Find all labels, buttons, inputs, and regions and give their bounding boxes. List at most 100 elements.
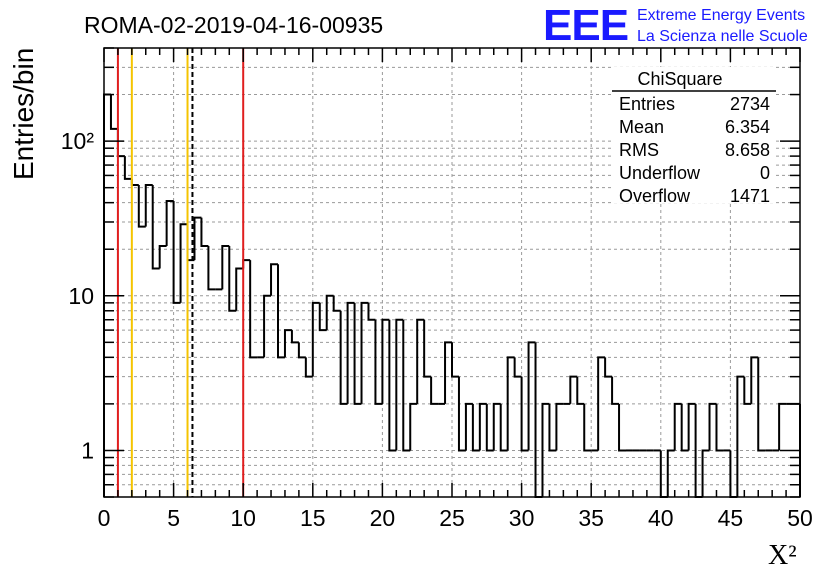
tick-labels: 0 5 10 15 20 25 30 35 40 45 50 1 10 10² xyxy=(61,128,813,531)
histogram-bin xyxy=(423,319,432,378)
threshold-lines xyxy=(116,48,245,497)
x-tick-label: 20 xyxy=(370,505,396,531)
histogram-bin xyxy=(673,402,682,451)
stats-underflow-value: 0 xyxy=(760,163,770,183)
histogram-bin xyxy=(750,356,759,404)
stats-title: ChiSquare xyxy=(637,69,722,89)
histogram-bin xyxy=(221,244,230,290)
chart-title: ROMA-02-2019-04-16-00935 xyxy=(84,12,383,38)
axes xyxy=(103,47,801,498)
histogram-bin xyxy=(242,259,251,269)
stats-entries-label: Entries xyxy=(619,94,675,114)
histogram-bin xyxy=(235,267,244,311)
histogram-bin xyxy=(520,376,529,452)
histogram-bin xyxy=(506,356,515,451)
histogram-bin xyxy=(332,295,341,312)
y-tick-label: 10 xyxy=(68,283,94,309)
x-tick-label: 45 xyxy=(718,505,744,531)
histogram-bin xyxy=(534,342,543,498)
x-tick-label: 35 xyxy=(578,505,604,531)
histogram-bin xyxy=(444,341,452,404)
stats-overflow-value: 1471 xyxy=(730,186,770,206)
histogram-bin xyxy=(270,263,278,296)
histogram-bin xyxy=(492,402,501,451)
histogram-bin xyxy=(283,329,292,358)
histogram-bin xyxy=(388,319,397,452)
histogram-bin xyxy=(402,319,411,452)
histogram-bin xyxy=(597,356,606,451)
histogram-bin xyxy=(179,223,188,303)
stats-rms-value: 8.658 xyxy=(725,140,770,160)
histogram-bin xyxy=(395,318,404,451)
histogram-bin xyxy=(367,302,376,321)
histogram-bin xyxy=(743,376,752,405)
histogram-bin xyxy=(311,301,320,377)
y-axis-label: Entries/bin xyxy=(8,48,39,180)
histogram-bin xyxy=(611,376,620,405)
histogram-bin xyxy=(228,245,237,312)
histogram-bin xyxy=(353,302,362,405)
histogram-bin xyxy=(478,402,487,451)
histogram-bin xyxy=(374,319,383,405)
histogram-bin xyxy=(200,217,209,247)
logo-mark: EEE xyxy=(543,1,628,50)
histogram-bin xyxy=(130,178,139,187)
x-tick-label: 10 xyxy=(230,505,256,531)
histogram-bin xyxy=(360,301,369,404)
histogram-bin xyxy=(318,302,327,332)
x-tick-label: 30 xyxy=(509,505,535,531)
x-tick-label: 40 xyxy=(648,505,674,531)
histogram-bin xyxy=(451,342,459,378)
histogram-bin xyxy=(778,402,787,451)
stats-mean-value: 6.354 xyxy=(725,117,770,137)
x-tick-label: 25 xyxy=(439,505,465,531)
histogram-bin xyxy=(123,156,132,180)
stats-mean-label: Mean xyxy=(619,117,664,137)
histogram-bin xyxy=(325,294,334,331)
histogram-bin xyxy=(583,403,592,452)
x-tick-label: 50 xyxy=(787,505,813,531)
stats-overflow-label: Overflow xyxy=(619,186,691,206)
histogram-bin xyxy=(304,357,313,378)
histogram-bin xyxy=(666,449,675,497)
y-tick-label: 1 xyxy=(81,437,94,463)
histogram-bin xyxy=(430,376,439,405)
histogram-bin xyxy=(116,128,125,158)
histogram-bin xyxy=(172,201,181,304)
histogram-bin xyxy=(158,244,167,269)
logo-line-1: Extreme Energy Events xyxy=(637,7,805,24)
x-tick-label: 15 xyxy=(300,505,326,531)
histogram-bin xyxy=(485,403,494,452)
histogram-bin xyxy=(464,402,473,451)
x-tick-label: 5 xyxy=(167,505,180,531)
histogram-bin xyxy=(527,341,536,451)
histogram-bin xyxy=(290,330,299,344)
histogram-bin xyxy=(499,403,508,452)
histogram-bin xyxy=(513,357,522,378)
histogram-bin xyxy=(569,375,578,404)
histogram-bin xyxy=(297,342,306,359)
histogram-bin xyxy=(144,184,153,227)
histogram-bin xyxy=(541,402,550,497)
histogram-bin xyxy=(109,94,118,130)
histogram-bin xyxy=(339,310,348,405)
y-tick-label: 10² xyxy=(61,128,95,154)
histogram-bin xyxy=(381,318,390,404)
histogram-bin xyxy=(457,376,466,452)
histogram-bin xyxy=(757,357,766,452)
histogram-bin xyxy=(736,375,745,497)
histogram-bin xyxy=(137,185,146,228)
logo-line-2: La Scienza nelle Scuole xyxy=(637,28,808,45)
histogram-bin xyxy=(471,403,480,452)
x-tick-label: 0 xyxy=(98,505,111,531)
histogram-bin xyxy=(708,402,717,451)
eee-logo: EEE Extreme Energy Events La Scienza nel… xyxy=(543,1,808,50)
x-axis-label: X² xyxy=(768,540,797,571)
histogram-bin xyxy=(576,376,585,405)
histogram-bin xyxy=(263,294,272,358)
histogram-bin xyxy=(604,357,613,378)
histogram-bin xyxy=(249,260,258,359)
histogram-bin xyxy=(207,245,216,291)
histogram-bin xyxy=(618,403,626,452)
